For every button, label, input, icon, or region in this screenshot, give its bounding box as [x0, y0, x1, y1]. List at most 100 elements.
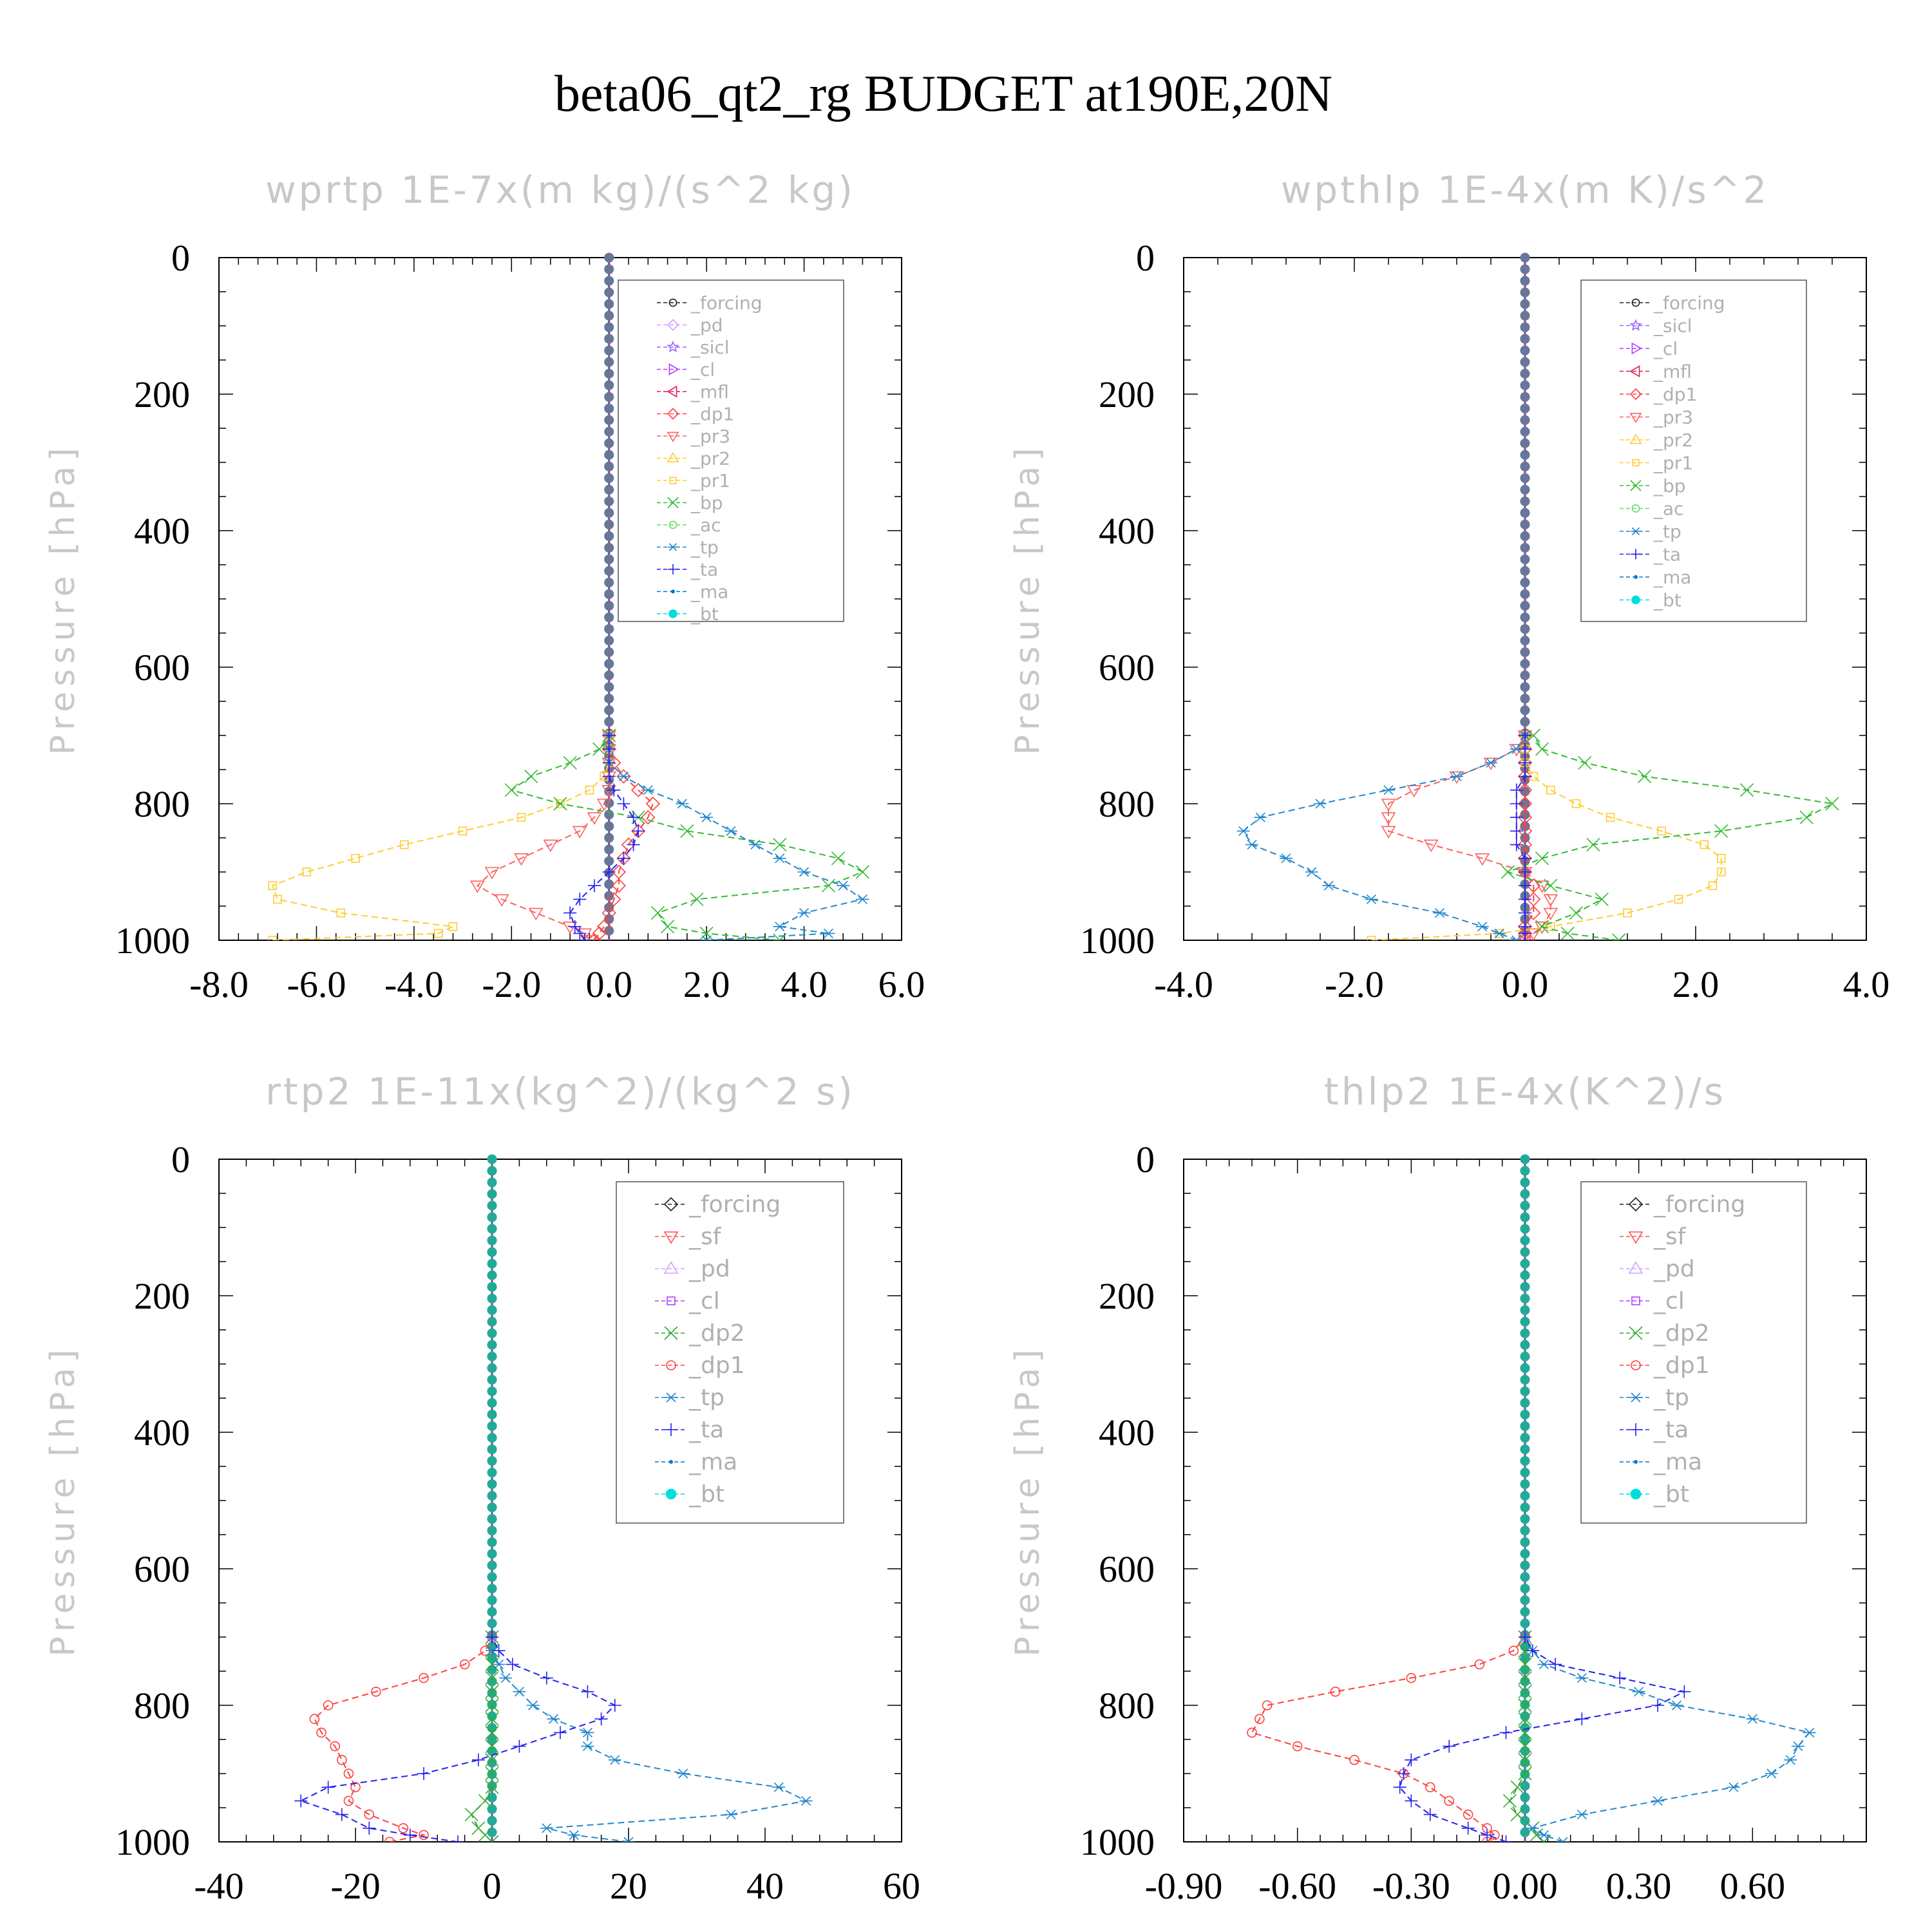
series-point_ta — [573, 893, 587, 906]
zero-profile-marker — [1520, 1827, 1530, 1837]
series-point_dp1 — [1406, 1672, 1417, 1683]
chart-panels: wprtp 1E-7x(m kg)/(s^2 kg) Pressure [hPa]… — [44, 168, 1889, 1907]
series-point_dp2 — [485, 1739, 499, 1754]
zero-profile-marker — [1520, 299, 1530, 309]
series-point_tp — [1670, 1700, 1683, 1710]
legend-label: _pr3 — [1653, 407, 1693, 428]
series-point_pr1 — [1605, 813, 1615, 822]
series-point_pr1 — [1367, 936, 1376, 940]
zero-profile-marker — [604, 844, 614, 855]
series-line_dp1 — [1524, 735, 1535, 940]
x-tick-label: -0.90 — [1145, 1865, 1223, 1907]
zero-profile-marker — [1520, 578, 1530, 588]
series-point_ta — [578, 934, 591, 940]
y-tick-label: 800 — [1099, 783, 1155, 825]
series-point_bp — [592, 742, 607, 756]
series-point_tp — [1365, 894, 1378, 904]
x-tick-label: -2.0 — [482, 963, 541, 1005]
zero-profile-marker — [1520, 1526, 1530, 1536]
zero-profile-marker — [604, 345, 614, 355]
series-point_bp — [524, 770, 538, 784]
series-point_dp1 — [597, 919, 612, 934]
series-point_bp — [1739, 783, 1754, 797]
series-point_ta — [540, 1671, 553, 1685]
series-point_ta — [1519, 851, 1531, 865]
series-point_tp — [1746, 1714, 1759, 1724]
zero-profile-marker — [1520, 1235, 1530, 1245]
zero-profile-marker — [1520, 276, 1530, 286]
series-point_bp — [1560, 926, 1575, 940]
zero-profile-marker — [487, 1421, 497, 1432]
panel-title: thlp2 1E-4x(K^2)/s — [1324, 1070, 1726, 1113]
legend-label: _cl — [1653, 338, 1678, 359]
zero-profile-marker — [604, 357, 614, 367]
zero-profile-marker — [487, 1328, 497, 1338]
series-point_dp1 — [1330, 1687, 1341, 1697]
zero-profile-marker — [604, 415, 614, 425]
series-point_pr3 — [587, 812, 602, 825]
legend: _forcing_sicl_cl_mfl_dp1_pr3_pr2_pr1_bp_… — [1580, 279, 1807, 622]
series-point_tp — [1556, 1837, 1569, 1842]
series-point_tp — [1803, 1727, 1816, 1738]
zero-profile-marker — [604, 426, 614, 437]
legend-label: _sicl — [690, 337, 730, 358]
zero-profile-marker — [1520, 519, 1530, 530]
series-point_bp — [563, 755, 577, 770]
zero-profile-marker — [604, 833, 614, 843]
legend-marker — [667, 408, 679, 420]
zero-profile-marker — [1520, 1166, 1530, 1176]
zero-profile-marker — [1520, 322, 1530, 332]
zero-profile-marker — [1520, 1514, 1530, 1524]
legend-box — [1580, 1181, 1807, 1524]
series-point_ta — [1526, 1644, 1539, 1658]
series-line_bp — [509, 735, 864, 940]
series-point_pr1 — [1708, 881, 1718, 890]
legend-label: _cl — [688, 1288, 720, 1314]
x-tick-label: -4.0 — [384, 963, 444, 1005]
legend-marker — [663, 1197, 679, 1212]
legend-marker — [669, 477, 677, 484]
zero-profile-marker — [1520, 1189, 1530, 1199]
series-point_ta — [1499, 1835, 1513, 1842]
series-point_tp — [1493, 928, 1506, 938]
zero-profile-marker — [1520, 1455, 1530, 1466]
series-point_pr1 — [302, 867, 312, 876]
series-point_bp — [831, 851, 846, 866]
zero-profile-marker — [487, 1455, 497, 1466]
zero-profile-marker — [1520, 589, 1530, 600]
series-point_tp — [567, 1830, 581, 1840]
series-point_dp2 — [1510, 1780, 1524, 1794]
series-point_pr1 — [273, 895, 282, 904]
legend-marker — [669, 1460, 674, 1464]
series-point_dp2 — [485, 1753, 499, 1767]
series-point_ta — [335, 1808, 348, 1821]
zero-profile-marker — [604, 554, 614, 565]
legend-label: _sicl — [1653, 316, 1692, 337]
zero-profile-marker — [604, 461, 614, 471]
zero-profile-marker — [487, 1247, 497, 1257]
legend-label: _forcing — [688, 1191, 781, 1218]
series-line_pr1 — [1371, 735, 1722, 940]
zero-profile-marker — [604, 879, 614, 889]
series-point_ta — [1510, 783, 1523, 797]
series-point_ta — [1519, 743, 1531, 756]
zero-profile-marker — [487, 1282, 497, 1292]
legend-label: _ma — [690, 582, 728, 603]
zero-profile-marker — [1520, 484, 1530, 495]
zero-profile-marker — [487, 1502, 497, 1513]
zero-profile-marker — [1520, 1351, 1530, 1361]
y-tick-label: 800 — [134, 783, 190, 825]
series-point_ta — [486, 1631, 498, 1643]
series-point_dp2 — [1530, 1828, 1544, 1842]
zero-profile-marker — [1520, 1316, 1530, 1327]
series-point_tp — [513, 1687, 526, 1697]
legend-label: _ta — [688, 1417, 724, 1443]
series-point_ta — [581, 1685, 594, 1698]
zero-profile-marker — [604, 310, 614, 321]
zero-profile-marker — [487, 1467, 497, 1478]
zero-profile-marker — [1520, 1584, 1530, 1594]
legend-label: _forcing — [1653, 292, 1725, 314]
legend-marker — [1629, 1392, 1642, 1403]
zero-profile-marker — [1520, 1549, 1530, 1559]
